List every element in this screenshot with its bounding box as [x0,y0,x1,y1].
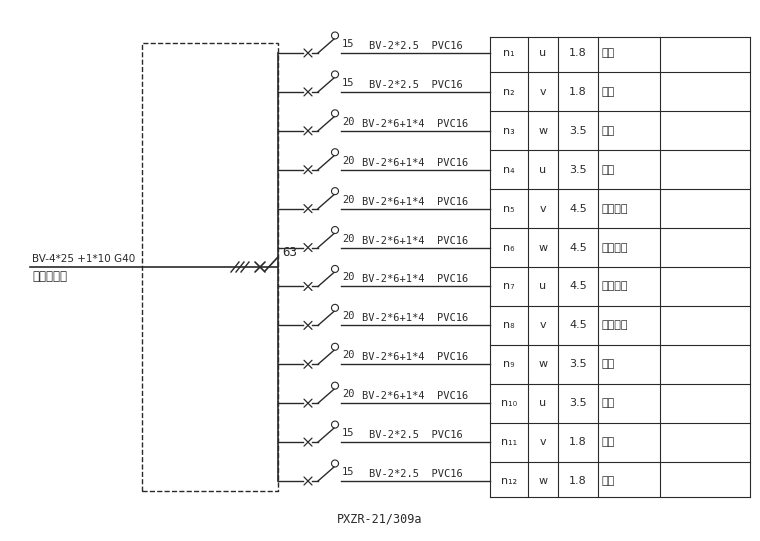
Text: 20: 20 [342,156,354,166]
Text: 15: 15 [342,467,354,477]
Text: 20: 20 [342,389,354,399]
Text: n₃: n₃ [503,126,515,136]
Text: 3.5: 3.5 [569,126,587,136]
Text: BV-2*6+1*4  PVC16: BV-2*6+1*4 PVC16 [363,391,469,401]
Text: 4.5: 4.5 [569,242,587,253]
Text: BV-2*6+1*4  PVC16: BV-2*6+1*4 PVC16 [363,119,469,129]
Text: w: w [538,242,547,253]
Text: BV-2*6+1*4  PVC16: BV-2*6+1*4 PVC16 [363,274,469,285]
Text: BV-2*6+1*4  PVC16: BV-2*6+1*4 PVC16 [363,313,469,324]
Text: 20: 20 [342,234,354,243]
Text: n₂: n₂ [503,87,515,97]
Text: BV-2*6+1*4  PVC16: BV-2*6+1*4 PVC16 [363,158,469,168]
Text: n₁₂: n₁₂ [501,476,517,486]
Text: v: v [540,320,546,331]
Text: 20: 20 [342,117,354,127]
Text: 空调插座: 空调插座 [602,242,629,253]
Text: 路灯: 路灯 [602,437,616,447]
Text: 1.8: 1.8 [569,48,587,58]
Text: 插座: 插座 [602,126,616,136]
Text: 20: 20 [342,273,354,282]
Text: u: u [540,48,546,58]
Text: BV-2*6+1*4  PVC16: BV-2*6+1*4 PVC16 [363,196,469,207]
Text: n₈: n₈ [503,320,515,331]
Text: n₇: n₇ [503,281,515,292]
Text: 插座: 插座 [602,398,616,408]
Text: BV-2*2.5  PVC16: BV-2*2.5 PVC16 [369,469,462,479]
Text: n₁: n₁ [503,48,515,58]
Text: BV-4*25 +1*10 G40: BV-4*25 +1*10 G40 [32,254,135,264]
Text: w: w [538,359,547,370]
Text: 照明: 照明 [602,476,616,486]
Text: n₁₀: n₁₀ [501,398,517,408]
Text: 15: 15 [342,78,354,88]
Text: n₁₁: n₁₁ [501,437,517,447]
Text: u: u [540,398,546,408]
Text: 15: 15 [342,428,354,438]
Text: 4.5: 4.5 [569,281,587,292]
Text: 63: 63 [282,246,297,259]
Text: 路灯: 路灯 [602,48,616,58]
Text: PXZR-21/309a: PXZR-21/309a [337,512,423,525]
Text: w: w [538,126,547,136]
Text: 3.5: 3.5 [569,164,587,175]
Text: w: w [538,476,547,486]
Text: 接市政电源: 接市政电源 [32,270,67,283]
Text: u: u [540,164,546,175]
Text: 15: 15 [342,39,354,49]
Text: BV-2*6+1*4  PVC16: BV-2*6+1*4 PVC16 [363,235,469,246]
Text: BV-2*2.5  PVC16: BV-2*2.5 PVC16 [369,41,462,51]
Text: 1.8: 1.8 [569,437,587,447]
Text: n₆: n₆ [503,242,515,253]
Text: 空调插座: 空调插座 [602,203,629,214]
Text: u: u [540,281,546,292]
Text: 20: 20 [342,312,354,321]
Text: BV-2*2.5  PVC16: BV-2*2.5 PVC16 [369,80,462,90]
Text: 插座: 插座 [602,164,616,175]
Text: 空调插座: 空调插座 [602,320,629,331]
Text: 4.5: 4.5 [569,320,587,331]
Text: 1.8: 1.8 [569,476,587,486]
Text: 3.5: 3.5 [569,359,587,370]
Text: v: v [540,87,546,97]
Text: 20: 20 [342,350,354,360]
Text: n₄: n₄ [503,164,515,175]
Text: n₉: n₉ [503,359,515,370]
Text: 20: 20 [342,195,354,204]
Text: 照明: 照明 [602,87,616,97]
Text: 3.5: 3.5 [569,398,587,408]
Text: 4.5: 4.5 [569,203,587,214]
Text: v: v [540,203,546,214]
Text: 空调插座: 空调插座 [602,281,629,292]
Text: n₅: n₅ [503,203,515,214]
Text: BV-2*2.5  PVC16: BV-2*2.5 PVC16 [369,430,462,440]
Text: BV-2*6+1*4  PVC16: BV-2*6+1*4 PVC16 [363,352,469,362]
Text: 插座: 插座 [602,359,616,370]
Text: v: v [540,437,546,447]
Text: 1.8: 1.8 [569,87,587,97]
